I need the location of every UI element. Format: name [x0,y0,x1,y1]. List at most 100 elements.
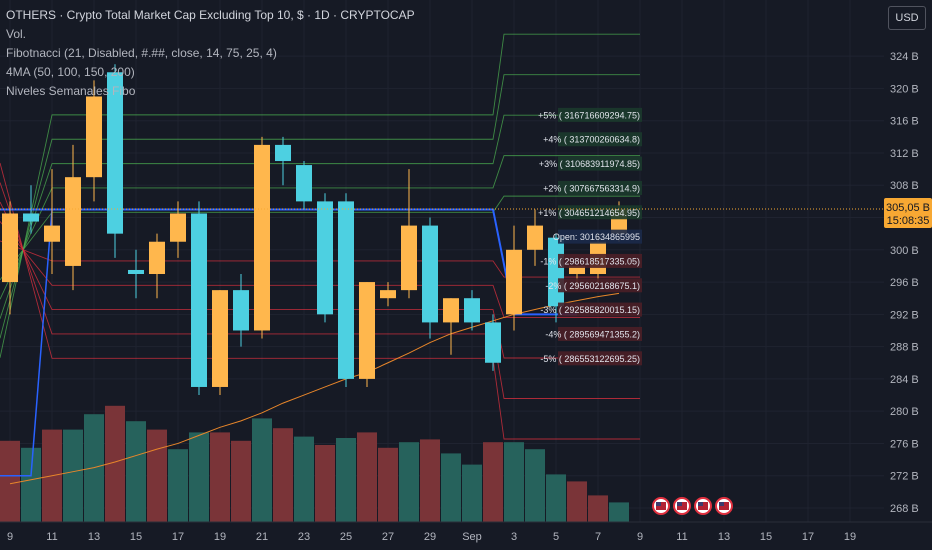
candle-body [422,225,438,323]
candle [443,298,459,355]
candle [65,144,81,291]
current-price-tag: 305,05 B15:08:35 [0,198,932,229]
candle [254,136,270,339]
price-tick-label: 296 B [890,277,919,289]
volume-bar [105,405,125,522]
price-tick-label: 320 B [890,83,919,95]
volume-bar [357,432,377,522]
time-tick-label: 19 [844,531,856,543]
candle-body [464,298,480,323]
volume-bar [63,429,83,522]
candle [86,80,102,202]
flag-canton [698,502,703,506]
time-tick-label: 15 [130,531,142,543]
indicator-weekly-levels[interactable]: Niveles Semanales Fibo [6,84,136,98]
level-labels: +5% ( 316716609294.75) +4% ( 313700260634… [538,107,642,366]
time-tick-label: 9 [637,531,643,543]
volume-bar [336,438,356,522]
chart-title[interactable]: OTHERS · Crypto Total Market Cap Excludi… [6,8,415,22]
volume-bar [315,445,335,522]
time-tick-label: 3 [511,531,517,543]
level-label-bg [558,326,642,341]
volume-bar [399,442,419,522]
candle [191,201,207,396]
level-label-text: -4% ( 289569471355.2) [545,329,640,339]
open-level-entry [0,209,53,477]
candle-body [569,265,585,274]
price-tick-label: 284 B [890,374,919,386]
level-label-text: +2% ( 307667563314.9) [543,183,640,193]
candle-body [86,96,102,178]
candle [107,64,123,258]
price-tick-label: 312 B [890,148,919,160]
time-tick-label: 25 [340,531,352,543]
us-flag-icon-2 [673,497,691,515]
level-label-bg [558,302,642,317]
price-tick-label: 300 B [890,245,919,257]
candle [212,290,228,396]
price-tick-label: 308 B [890,180,919,192]
level-label: +5% ( 316716609294.75) [538,107,642,122]
time-tick-label: 5 [553,531,559,543]
level-label: -5% ( 286553122695.25) [540,351,642,366]
candle [317,193,333,323]
candle-body [527,225,543,250]
fib-level-line [0,155,640,300]
time-tick-label: 27 [382,531,394,543]
level-label-text: +3% ( 310683911974.85) [539,159,640,169]
volume-bar [189,432,209,522]
time-tick-label: 29 [424,531,436,543]
volume-bar [294,436,314,522]
price-tick-label: 268 B [890,503,919,515]
time-tick-label: 23 [298,531,310,543]
candle [233,274,249,347]
candle-body [170,213,186,242]
time-tick-label: 15 [760,531,772,543]
us-flag-icon-3 [694,497,712,515]
level-label-bg [558,156,642,171]
volume-bar [147,429,167,522]
candle [380,282,396,307]
candle [2,201,18,315]
volume-bars [0,405,629,522]
level-label-bg [558,229,642,244]
level-label-text: -1% ( 298618517335.05) [540,256,640,266]
time-tick-label: 7 [595,531,601,543]
volume-bar [420,439,440,522]
flag-canton [656,502,661,506]
indicator-4ma[interactable]: 4MA (50, 100, 150, 200) [6,65,135,79]
candle [149,233,165,299]
volume-bar [273,428,293,522]
volume-bar [504,442,524,522]
candle [296,161,312,210]
flag-canton [677,502,682,506]
price-tick-label: 292 B [890,309,919,321]
candle-body [443,298,459,323]
level-label-text: -3% ( 292585820015.15) [540,305,640,315]
current-price-tag-bg [884,198,932,229]
volume-bar [588,495,608,522]
candle [338,193,354,387]
level-label: +3% ( 310683911974.85) [539,156,642,171]
level-label-bg [558,180,642,195]
price-tick-label: 324 B [890,51,919,63]
level-label: +2% ( 307667563314.9) [543,180,642,195]
indicator-volume[interactable]: Vol. [6,27,27,41]
level-label-text: Open: 301634865995 [553,232,640,242]
level-label-text: +4% ( 313700260634.8) [543,135,640,145]
candle-body [506,249,522,315]
candle-body [65,177,81,266]
candle-body [149,241,165,274]
indicator-fibonacci[interactable]: Fibotnacci (21, Disabled, #.##, close, 1… [6,46,277,60]
currency-button[interactable]: USD [888,6,926,30]
time-tick-label: 13 [88,531,100,543]
level-label: +1% ( 304651214654.95) [538,205,642,220]
candle [128,249,144,299]
level-label: +4% ( 313700260634.8) [543,132,642,147]
candle [275,136,291,186]
time-tick-label: 17 [172,531,184,543]
candle [506,225,522,331]
level-label: -4% ( 289569471355.2) [545,326,642,341]
time-tick-label: Sep [462,531,482,543]
